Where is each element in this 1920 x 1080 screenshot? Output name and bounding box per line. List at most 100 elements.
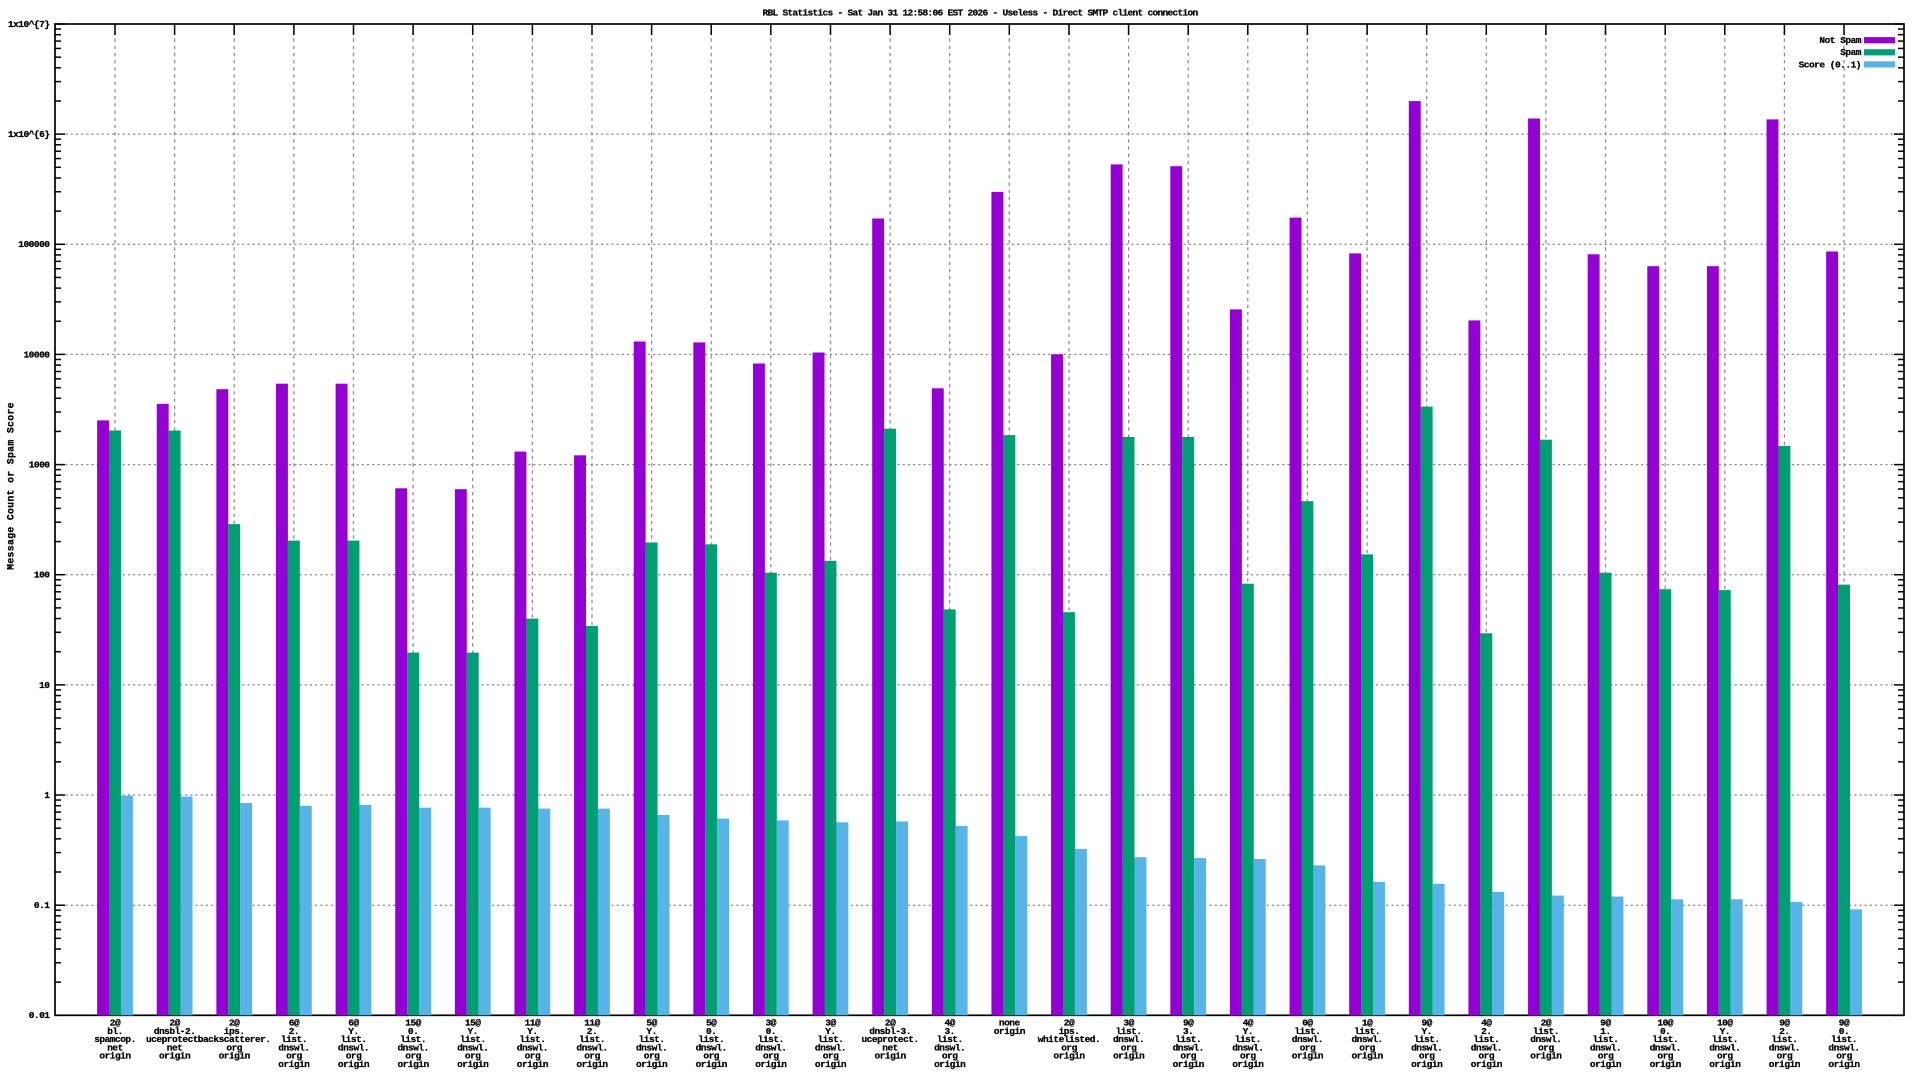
- svg-text:org: org: [1300, 1042, 1316, 1053]
- svg-text:org: org: [644, 1051, 660, 1062]
- svg-text:2@: 2@: [169, 1018, 180, 1029]
- svg-text:1@: 1@: [1362, 1018, 1373, 1029]
- svg-text:none: none: [999, 1018, 1021, 1029]
- svg-text:1000: 1000: [29, 460, 51, 471]
- svg-text:dnswl.: dnswl.: [1471, 1042, 1502, 1053]
- svg-text:org: org: [465, 1051, 481, 1062]
- svg-text:origin: origin: [1113, 1051, 1145, 1062]
- svg-text:dnswl.: dnswl.: [1530, 1034, 1561, 1045]
- svg-text:net: net: [882, 1042, 898, 1053]
- svg-text:100000: 100000: [18, 239, 50, 250]
- svg-text:9@: 9@: [1779, 1018, 1790, 1029]
- svg-text:spamcop.: spamcop.: [94, 1034, 136, 1045]
- svg-text:3.: 3.: [1183, 1026, 1193, 1037]
- svg-text:origin: origin: [397, 1059, 429, 1070]
- svg-text:list.: list.: [758, 1034, 784, 1045]
- svg-text:0.: 0.: [1660, 1026, 1670, 1037]
- svg-text:origin: origin: [1471, 1059, 1503, 1070]
- svg-text:org: org: [1478, 1051, 1494, 1062]
- svg-text:list.: list.: [1175, 1034, 1201, 1045]
- svg-text:list.: list.: [1473, 1034, 1499, 1045]
- svg-text:origin: origin: [1828, 1059, 1860, 1070]
- svg-text:org: org: [405, 1051, 421, 1062]
- svg-text:list.: list.: [340, 1034, 366, 1045]
- svg-text:6@: 6@: [289, 1018, 300, 1029]
- svg-text:1: 1: [44, 790, 50, 801]
- svg-text:Y.: Y.: [1421, 1026, 1431, 1037]
- svg-text:list.: list.: [281, 1034, 307, 1045]
- svg-text:10@: 10@: [1717, 1018, 1733, 1029]
- svg-text:org: org: [1598, 1051, 1614, 1062]
- svg-text:origin: origin: [1650, 1059, 1682, 1070]
- svg-text:dnswl.: dnswl.: [517, 1042, 548, 1053]
- svg-text:Y.: Y.: [825, 1026, 835, 1037]
- svg-text:dnswl.: dnswl.: [1709, 1042, 1740, 1053]
- svg-text:origin: origin: [1590, 1059, 1622, 1070]
- svg-text:org: org: [1061, 1042, 1077, 1053]
- svg-text:org: org: [1240, 1051, 1256, 1062]
- svg-text:list.: list.: [1592, 1034, 1618, 1045]
- svg-text:list.: list.: [519, 1034, 545, 1045]
- svg-text:2.: 2.: [1779, 1026, 1789, 1037]
- svg-text:dnswl.: dnswl.: [1173, 1042, 1204, 1053]
- svg-text:org: org: [1657, 1051, 1673, 1062]
- svg-text:Y.: Y.: [1720, 1026, 1730, 1037]
- svg-text:origin: origin: [1173, 1059, 1205, 1070]
- svg-text:9@: 9@: [1600, 1018, 1611, 1029]
- svg-text:0.1: 0.1: [34, 900, 50, 911]
- svg-text:0.: 0.: [1839, 1026, 1849, 1037]
- svg-text:9@: 9@: [1421, 1018, 1432, 1029]
- svg-text:origin: origin: [755, 1059, 787, 1070]
- svg-text:Y.: Y.: [646, 1026, 656, 1037]
- svg-text:list.: list.: [1771, 1034, 1797, 1045]
- svg-text:list.: list.: [579, 1034, 605, 1045]
- svg-text:dnswl.: dnswl.: [1769, 1042, 1800, 1053]
- svg-text:org: org: [703, 1051, 719, 1062]
- svg-text:origin: origin: [457, 1059, 489, 1070]
- svg-text:dnswl.: dnswl.: [1828, 1042, 1859, 1053]
- svg-text:2.: 2.: [289, 1026, 299, 1037]
- svg-text:9@: 9@: [1183, 1018, 1194, 1029]
- svg-text:list.: list.: [1116, 1026, 1142, 1037]
- svg-text:org: org: [1717, 1051, 1733, 1062]
- svg-text:origin: origin: [1530, 1051, 1562, 1062]
- svg-text:0.: 0.: [706, 1026, 716, 1037]
- svg-text:org: org: [286, 1051, 302, 1062]
- svg-text:list.: list.: [937, 1034, 963, 1045]
- svg-text:org: org: [763, 1051, 779, 1062]
- svg-text:dnswl.: dnswl.: [1292, 1034, 1323, 1045]
- svg-text:Spam: Spam: [1840, 47, 1862, 58]
- svg-text:dnswl.: dnswl.: [278, 1042, 309, 1053]
- svg-text:list.: list.: [1354, 1026, 1380, 1037]
- svg-text:dnsbl-3.: dnsbl-3.: [869, 1026, 911, 1037]
- svg-text:dnswl.: dnswl.: [1351, 1034, 1382, 1045]
- svg-text:origin: origin: [576, 1059, 608, 1070]
- svg-text:org: org: [823, 1051, 839, 1062]
- svg-text:dnswl.: dnswl.: [1113, 1034, 1144, 1045]
- svg-text:5@: 5@: [646, 1018, 657, 1029]
- svg-text:Y.: Y.: [348, 1026, 358, 1037]
- svg-text:dnswl.: dnswl.: [696, 1042, 727, 1053]
- svg-text:backscatterer.: backscatterer.: [198, 1034, 271, 1045]
- svg-text:11@: 11@: [584, 1018, 600, 1029]
- svg-text:org: org: [1538, 1042, 1554, 1053]
- svg-text:RBL Statistics - Sat Jan 31 12: RBL Statistics - Sat Jan 31 12:58:06 EST…: [762, 8, 1198, 19]
- svg-text:list.: list.: [698, 1034, 724, 1045]
- svg-text:3@: 3@: [825, 1018, 836, 1029]
- svg-text:Score (0..1): Score (0..1): [1799, 59, 1861, 70]
- svg-text:origin: origin: [1351, 1051, 1383, 1062]
- svg-text:origin: origin: [99, 1051, 131, 1062]
- svg-text:origin: origin: [1232, 1059, 1264, 1070]
- svg-text:list.: list.: [1533, 1026, 1559, 1037]
- svg-text:origin: origin: [278, 1059, 310, 1070]
- svg-text:org: org: [1359, 1042, 1375, 1053]
- svg-text:0.: 0.: [408, 1026, 418, 1037]
- svg-text:org: org: [1419, 1051, 1435, 1062]
- svg-text:origin: origin: [636, 1059, 668, 1070]
- svg-text:2@: 2@: [1541, 1018, 1552, 1029]
- svg-text:origin: origin: [815, 1059, 847, 1070]
- svg-text:2@: 2@: [229, 1018, 240, 1029]
- svg-text:list.: list.: [1712, 1034, 1738, 1045]
- svg-text:origin: origin: [696, 1059, 728, 1070]
- svg-text:list.: list.: [400, 1034, 426, 1045]
